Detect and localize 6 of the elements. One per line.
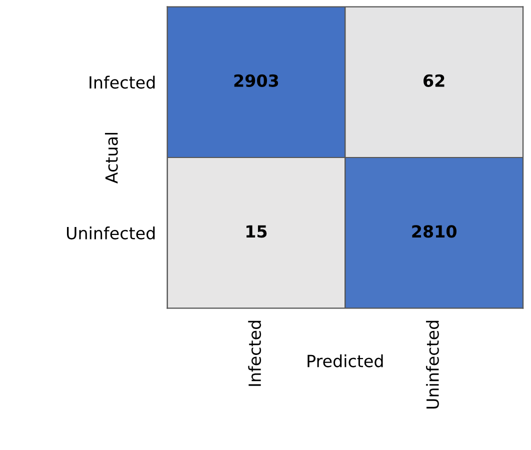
data-label: 2810 [412,225,456,238]
data-label: 2903 [234,74,278,87]
y-axis-title: Actual [104,132,118,184]
data-label: 62 [424,74,444,87]
data-label: 15 [246,225,267,238]
x-axis-title: Predicted [308,354,383,368]
